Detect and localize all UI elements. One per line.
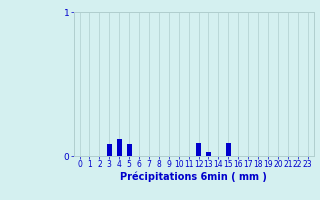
Bar [226,143,231,156]
X-axis label: Précipitations 6min ( mm ): Précipitations 6min ( mm ) [120,172,267,182]
Bar [127,144,132,156]
Bar [206,152,211,156]
Bar [196,143,201,156]
Bar [117,139,122,156]
Bar [107,144,112,156]
